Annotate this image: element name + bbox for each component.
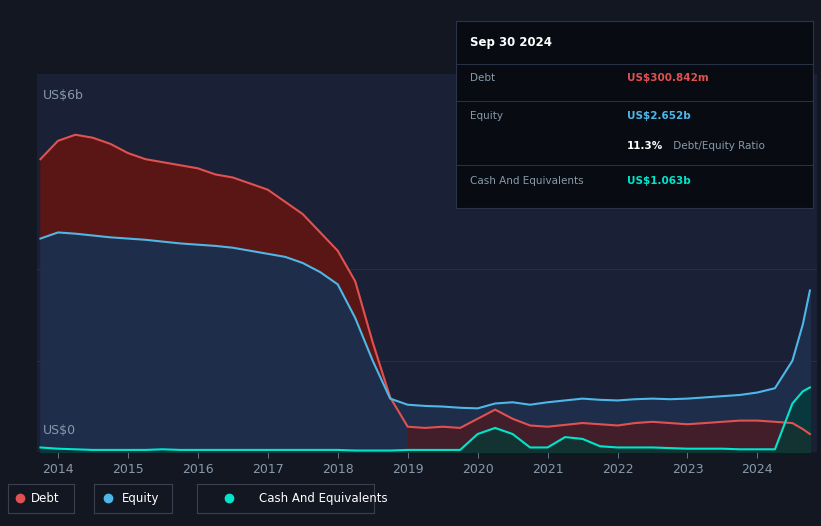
Text: Debt: Debt <box>31 492 60 505</box>
Text: Sep 30 2024: Sep 30 2024 <box>470 36 552 49</box>
Text: US$1.063b: US$1.063b <box>627 176 690 186</box>
Text: US$300.842m: US$300.842m <box>627 73 709 83</box>
Text: US$6b: US$6b <box>44 89 84 102</box>
Text: Debt/Equity Ratio: Debt/Equity Ratio <box>670 140 765 150</box>
Text: Debt: Debt <box>470 73 495 83</box>
Text: Equity: Equity <box>470 110 503 120</box>
Text: Cash And Equivalents: Cash And Equivalents <box>470 176 584 186</box>
Text: 11.3%: 11.3% <box>627 140 663 150</box>
Text: Equity: Equity <box>122 492 159 505</box>
Text: US$0: US$0 <box>44 424 76 437</box>
Text: US$2.652b: US$2.652b <box>627 110 690 120</box>
Text: Cash And Equivalents: Cash And Equivalents <box>259 492 388 505</box>
